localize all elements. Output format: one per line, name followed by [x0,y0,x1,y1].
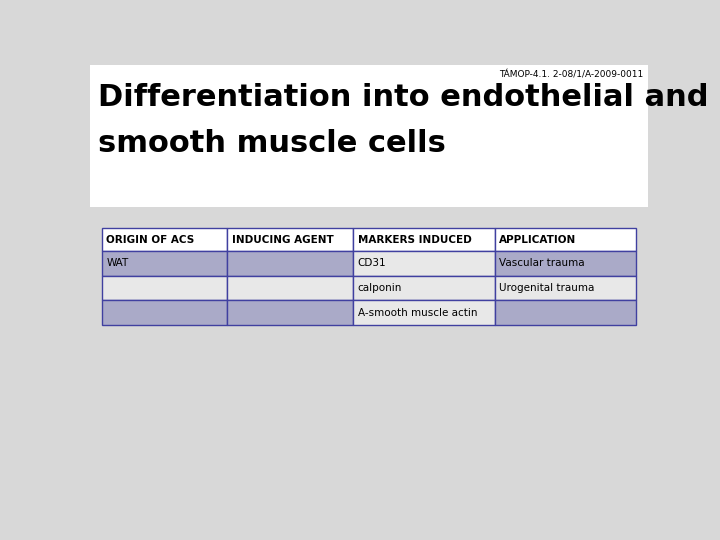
Bar [495,276,636,300]
Text: INDUCING AGENT: INDUCING AGENT [232,234,333,245]
Text: APPLICATION: APPLICATION [499,234,577,245]
Text: CD31: CD31 [358,259,386,268]
Bar [353,276,495,300]
Bar [228,251,353,276]
Text: Differentiation into endothelial and: Differentiation into endothelial and [98,83,708,112]
Bar [102,300,228,325]
Bar [353,251,495,276]
Text: calponin: calponin [358,283,402,293]
Text: Urogenital trauma: Urogenital trauma [499,283,595,293]
Text: Vascular trauma: Vascular trauma [499,259,585,268]
Bar [102,276,228,300]
Bar [353,228,495,251]
Bar [228,300,353,325]
Bar [228,228,353,251]
Text: A-smooth muscle actin: A-smooth muscle actin [358,308,477,318]
Text: smooth muscle cells: smooth muscle cells [98,130,446,158]
Bar [90,65,648,207]
Text: MARKERS INDUCED: MARKERS INDUCED [358,234,472,245]
Bar [228,276,353,300]
Bar [495,300,636,325]
Text: WAT: WAT [107,259,129,268]
Bar [353,300,495,325]
Bar [102,251,228,276]
Bar [495,251,636,276]
Bar [495,228,636,251]
Text: ORIGIN OF ACS: ORIGIN OF ACS [107,234,194,245]
Bar [102,228,228,251]
Text: TÁMOP-4.1. 2-08/1/A-2009-0011: TÁMOP-4.1. 2-08/1/A-2009-0011 [499,70,644,79]
